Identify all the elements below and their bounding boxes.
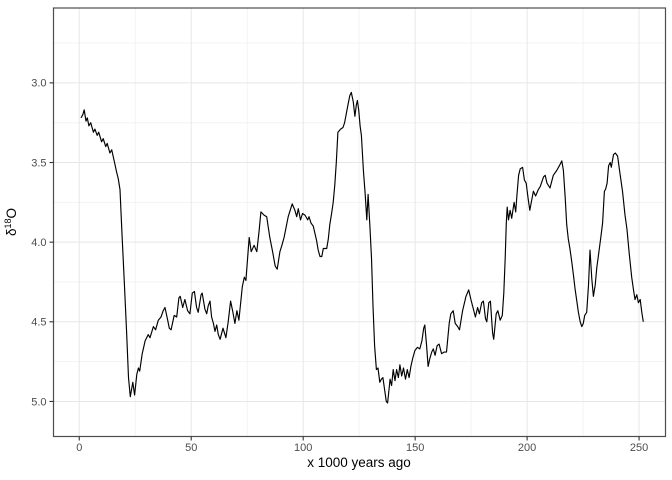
axis-tick-labels: 0 50 100 150 200 250 3.0 3.5 4.0 4.5 5.0 (31, 78, 648, 454)
x-axis-title: x 1000 years ago (307, 455, 411, 470)
d18o-series-line (80, 91, 644, 404)
y-tick-label: 3.0 (31, 78, 46, 90)
y-axis-title-superscript: 18 (3, 218, 13, 228)
panel-border (52, 7, 667, 438)
data-series (80, 91, 644, 404)
y-tick-label: 5.0 (31, 396, 46, 408)
x-tick-label: 200 (518, 442, 536, 454)
y-tick-label: 3.5 (31, 157, 46, 169)
y-tick-label: 4.0 (31, 237, 46, 249)
y-axis-title-suffix: O (4, 208, 19, 219)
panel-frame (52, 7, 667, 438)
major-gridlines (53, 8, 666, 437)
axis-ticks (49, 82, 640, 441)
x-tick-label: 100 (294, 442, 312, 454)
x-tick-label: 250 (630, 442, 648, 454)
y-tick-label: 4.5 (31, 317, 46, 329)
y-axis-title: δ18O (3, 208, 19, 236)
minor-gridlines (53, 8, 666, 437)
x-tick-label: 0 (76, 442, 82, 454)
y-axis-title-base: δ (4, 229, 19, 237)
x-tick-label: 50 (185, 442, 197, 454)
x-tick-label: 150 (406, 442, 424, 454)
